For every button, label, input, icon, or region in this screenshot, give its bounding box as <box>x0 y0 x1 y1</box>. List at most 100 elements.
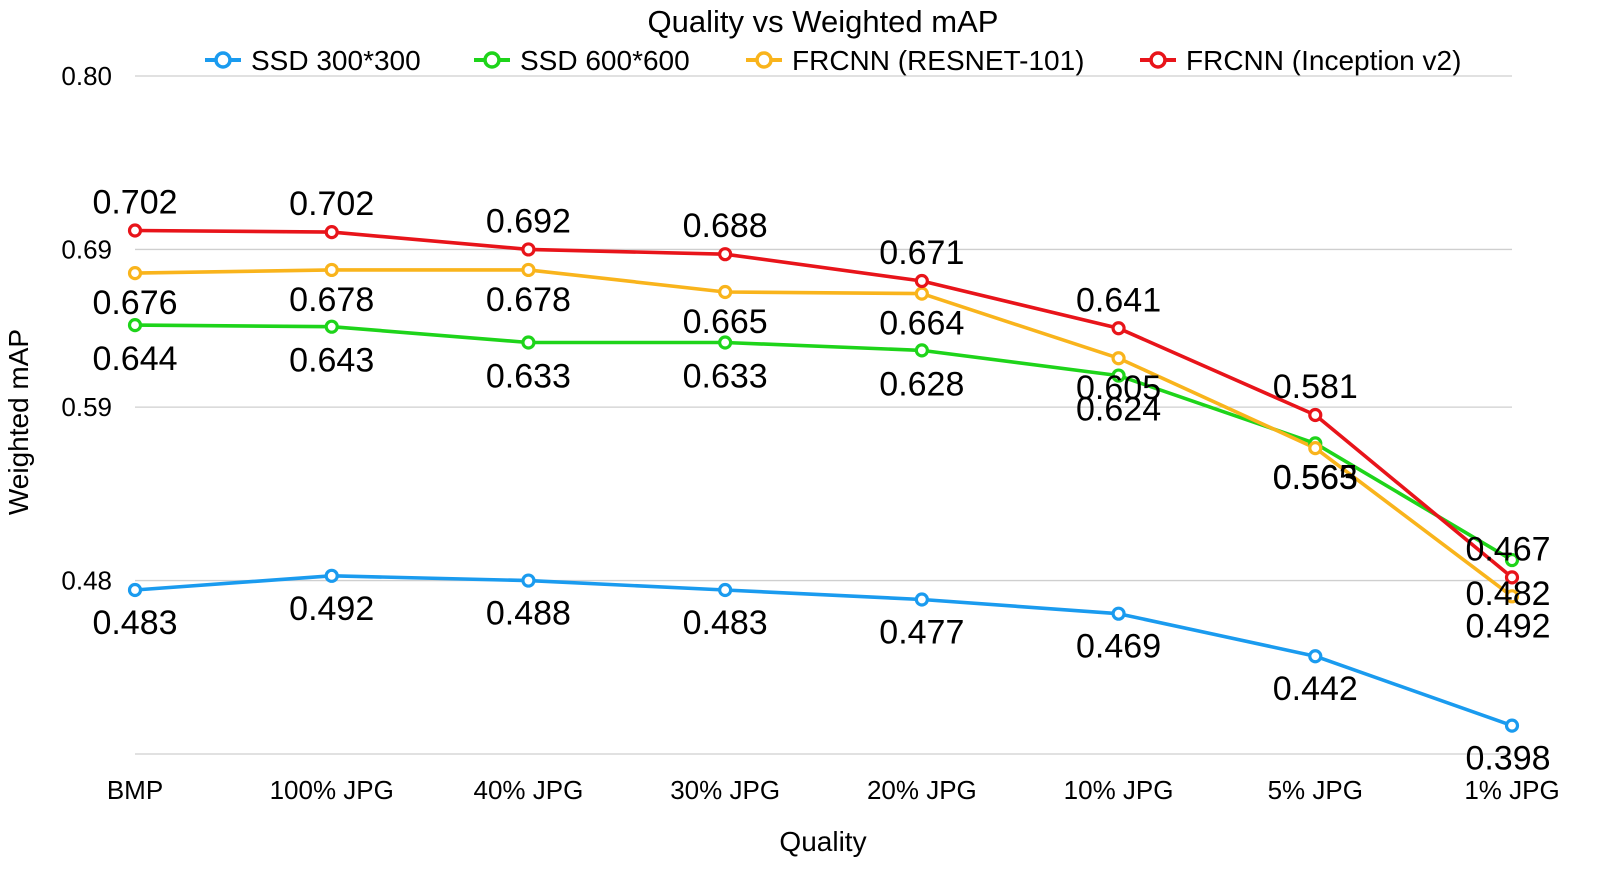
data-point <box>324 568 339 583</box>
data-label: 0.633 <box>486 357 571 395</box>
data-label: 0.467 <box>1465 530 1550 568</box>
y-tick-label: 0.59 <box>61 392 112 422</box>
data-label: 0.678 <box>486 281 571 319</box>
legend-marker <box>1149 51 1167 69</box>
data-point <box>521 573 536 588</box>
legend-item: FRCNN (Inception v2) <box>1140 45 1461 76</box>
data-point <box>127 265 143 281</box>
data-point <box>324 319 339 334</box>
data-point <box>914 592 929 607</box>
x-tick-label: 10% JPG <box>1064 775 1174 805</box>
data-point <box>1308 407 1323 423</box>
legend-marker <box>755 51 773 69</box>
data-label: 0.628 <box>879 365 964 403</box>
data-label: 0.469 <box>1076 628 1161 666</box>
data-label: 0.624 <box>1076 391 1161 429</box>
data-point <box>914 286 929 301</box>
data-point <box>324 224 339 240</box>
legend-label: FRCNN (RESNET-101) <box>792 45 1084 76</box>
legend-item: SSD 300*300 <box>205 45 421 76</box>
data-point <box>1111 368 1126 383</box>
data-point <box>718 335 733 350</box>
x-tick-label: 100% JPG <box>270 775 394 805</box>
data-label: 0.688 <box>683 207 768 245</box>
data-label: 0.664 <box>879 305 964 343</box>
data-label: 0.641 <box>1076 281 1161 319</box>
legend-label: FRCNN (Inception v2) <box>1186 45 1461 76</box>
data-point <box>521 242 536 257</box>
series-line-3 <box>134 228 1514 579</box>
series-lines <box>134 228 1514 728</box>
data-point <box>914 273 929 289</box>
data-point <box>914 343 929 358</box>
x-tick-label: 5% JPG <box>1268 775 1363 805</box>
data-label: 0.488 <box>486 595 571 633</box>
data-label: 0.605 <box>1076 369 1161 407</box>
x-tick-label: 40% JPG <box>474 775 584 805</box>
y-tick-label: 0.69 <box>61 234 112 264</box>
legend: SSD 300*300 SSD 600*600 FRCNN (RESNET-101)… <box>205 45 1461 76</box>
data-point <box>127 223 143 238</box>
x-tick-label: 30% JPG <box>670 775 780 805</box>
data-label: 0.676 <box>92 284 177 322</box>
data-label: 0.644 <box>92 340 177 378</box>
legend-marker <box>214 51 232 69</box>
data-point <box>521 335 536 350</box>
legend-label: SSD 600*600 <box>520 45 690 76</box>
data-label: 0.482 <box>1465 575 1550 613</box>
gridlines <box>135 75 1512 755</box>
data-label: 0.702 <box>92 184 177 222</box>
data-point <box>1111 321 1126 336</box>
series-line-2 <box>134 268 1514 598</box>
data-point <box>1308 649 1323 664</box>
data-label: 0.692 <box>486 202 571 240</box>
chart-title: Quality vs Weighted mAP <box>648 4 999 39</box>
data-label: 0.565 <box>1273 458 1358 496</box>
x-tick-label: 20% JPG <box>867 775 977 805</box>
data-label: 0.492 <box>289 590 374 628</box>
data-point <box>1504 570 1520 585</box>
data-point <box>1504 718 1520 733</box>
data-point <box>1111 606 1126 621</box>
data-label: 0.678 <box>289 281 374 319</box>
x-tick-label: 1% JPG <box>1464 775 1559 805</box>
data-point <box>1504 589 1520 604</box>
data-labels: 0.483 0.492 0.488 0.483 0.477 0.469 0.442 0.398… <box>92 184 1550 778</box>
legend-item: FRCNN (RESNET-101) <box>746 45 1084 76</box>
data-point <box>1308 441 1323 456</box>
data-label: 0.483 <box>683 604 768 642</box>
data-point <box>324 262 339 278</box>
y-tick-label: 0.48 <box>61 566 112 596</box>
data-point <box>718 284 733 300</box>
data-label: 0.442 <box>1273 670 1358 708</box>
data-label: 0.563 <box>1273 459 1358 497</box>
data-point <box>1504 552 1520 568</box>
data-point <box>718 247 733 262</box>
data-label: 0.702 <box>289 185 374 223</box>
data-point <box>521 262 536 278</box>
data-label: 0.483 <box>92 604 177 642</box>
data-point <box>127 582 143 598</box>
legend-marker <box>483 51 501 69</box>
data-label: 0.477 <box>879 613 964 651</box>
data-label: 0.671 <box>879 234 964 272</box>
x-axis-label: Quality <box>779 826 866 857</box>
data-point <box>127 318 143 333</box>
legend-label: SSD 300*300 <box>251 45 421 76</box>
y-tick-label: 0.80 <box>61 61 112 91</box>
data-label: 0.581 <box>1273 368 1358 406</box>
data-label: 0.633 <box>683 357 768 395</box>
data-label: 0.643 <box>289 342 374 380</box>
data-point <box>1111 351 1126 366</box>
y-axis-label: Weighted mAP <box>3 329 34 515</box>
series-points <box>127 223 1520 733</box>
y-axis-ticks: 0.48 0.59 0.69 0.80 <box>61 61 112 596</box>
data-point <box>718 582 733 598</box>
legend-item: SSD 600*600 <box>474 45 690 76</box>
data-label: 0.665 <box>683 303 768 341</box>
series-line-0 <box>134 574 1513 728</box>
x-axis-ticks: BMP 100% JPG 40% JPG 30% JPG 20% JPG 10% JPG 5… <box>107 775 1560 805</box>
data-label: 0.492 <box>1465 607 1550 645</box>
x-tick-label: BMP <box>107 775 163 805</box>
